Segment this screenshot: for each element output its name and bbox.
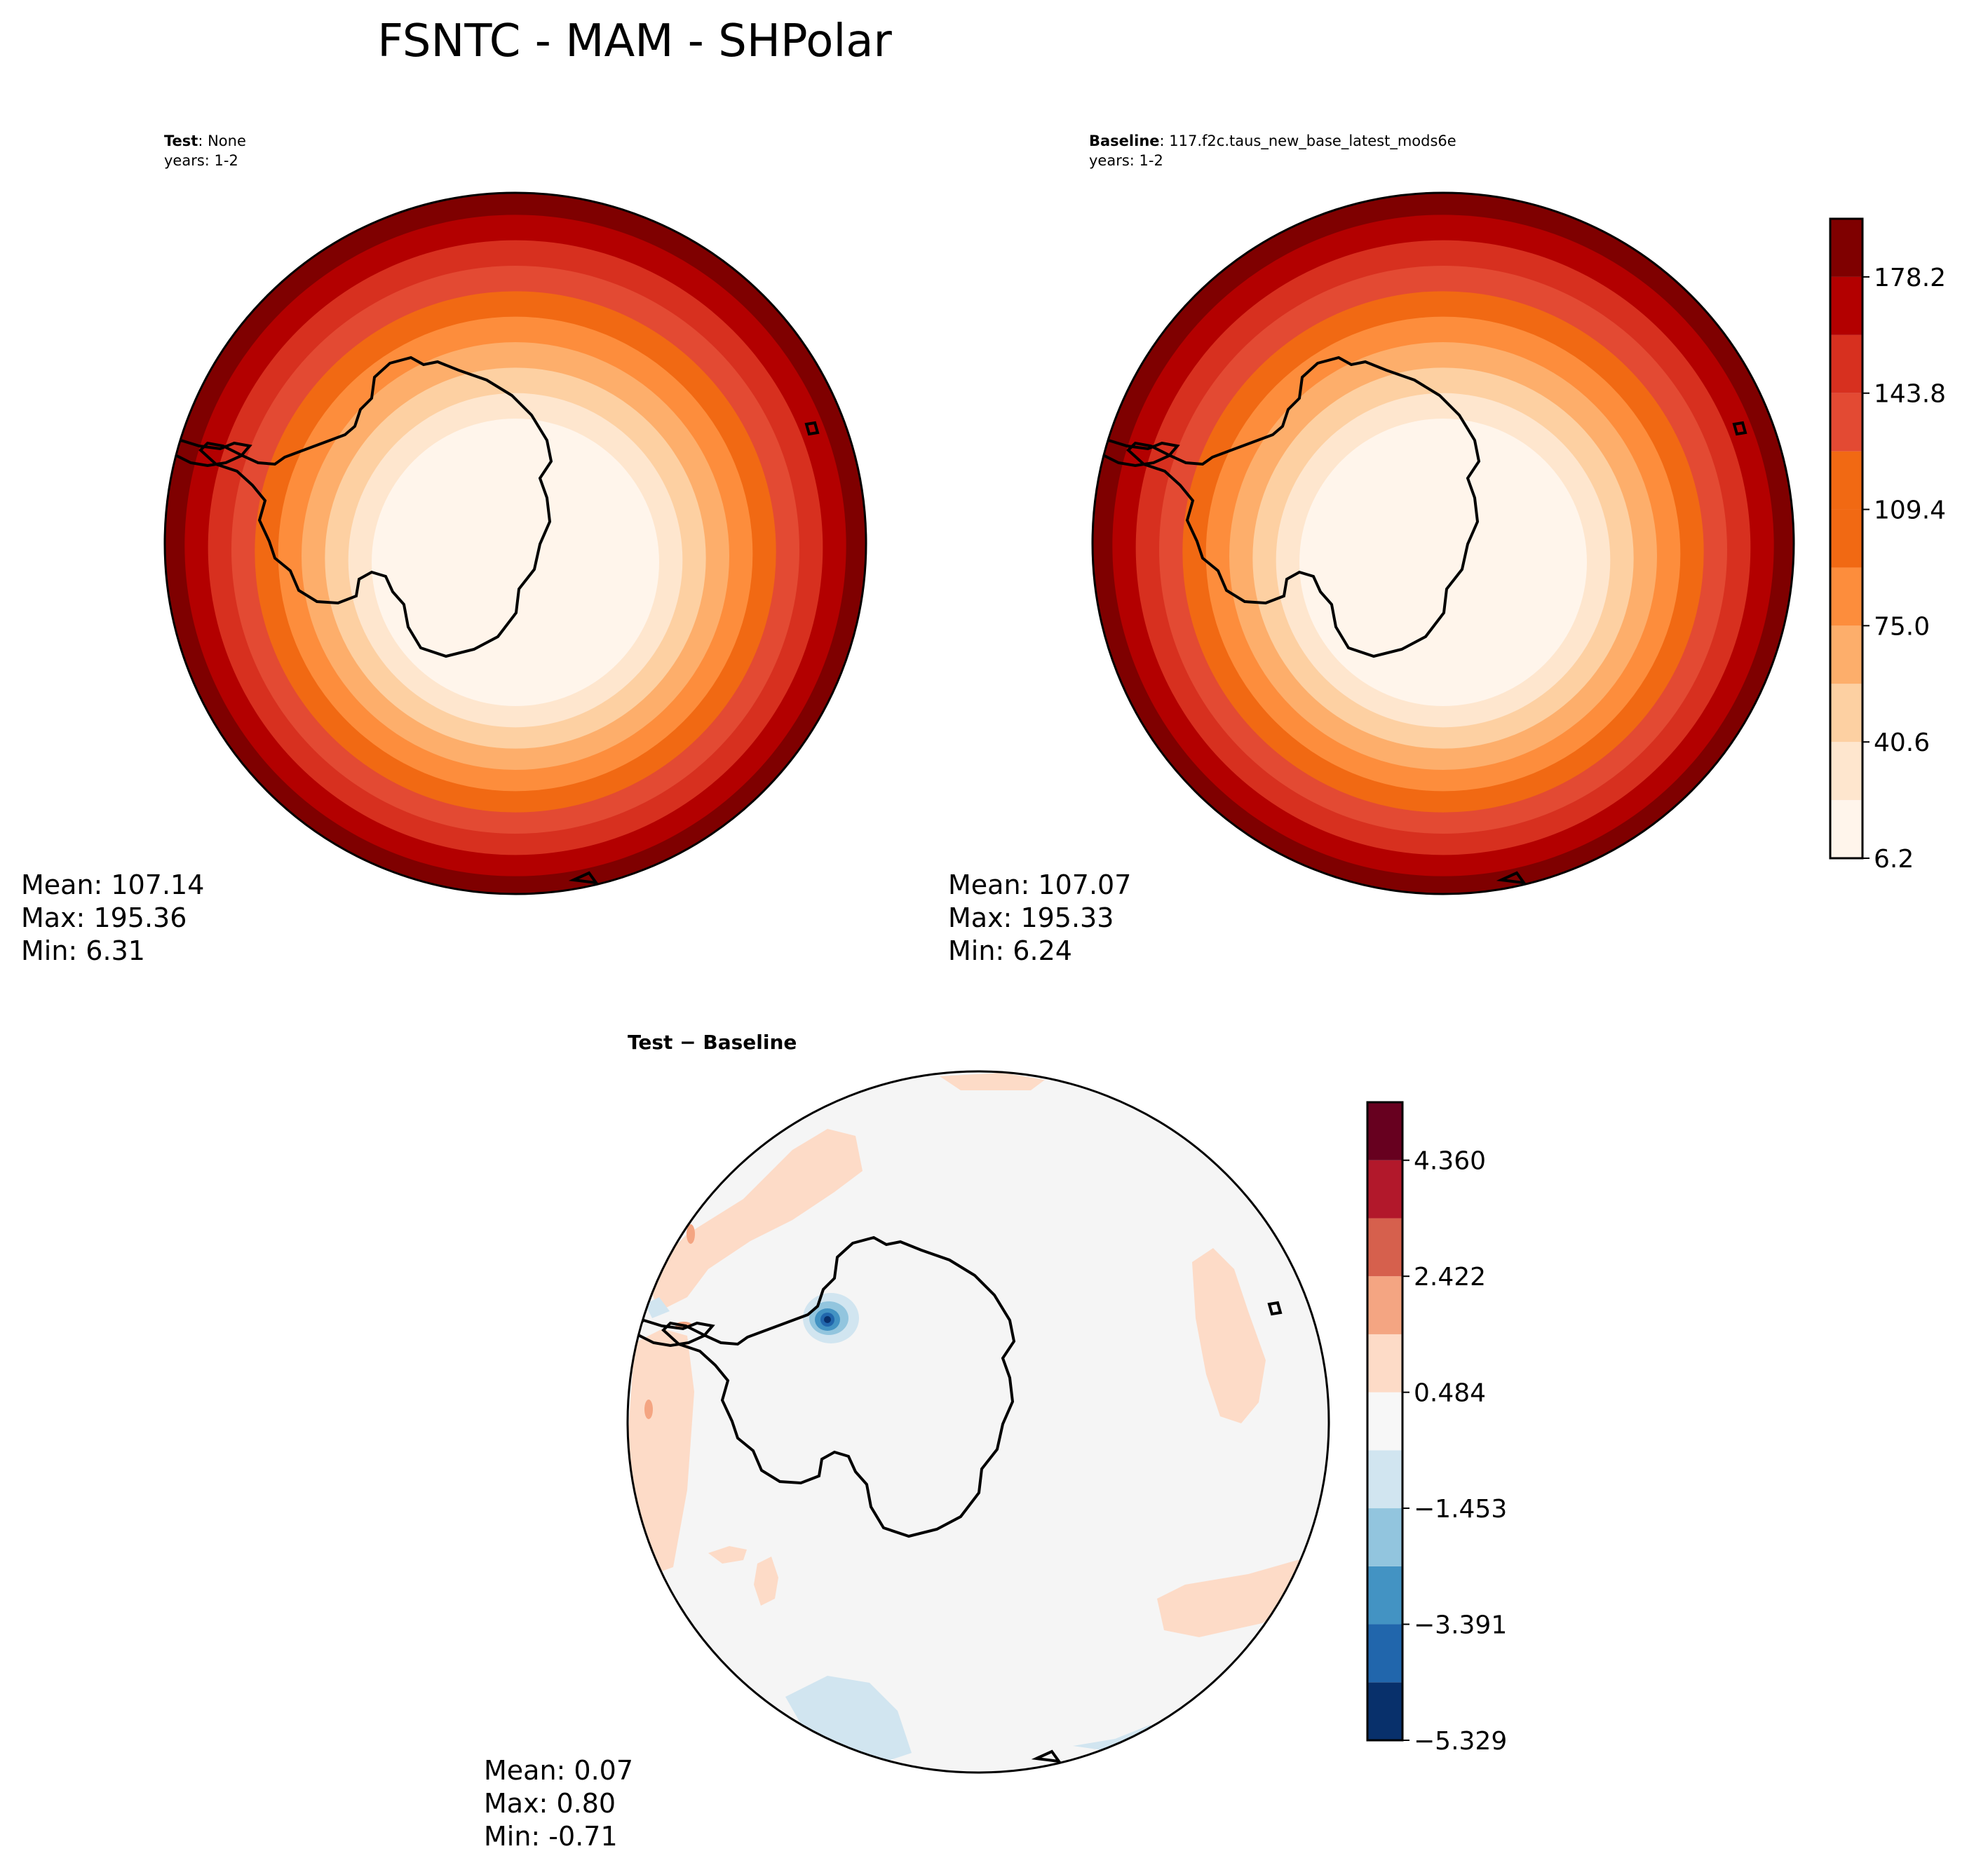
panel-diff-map-border <box>626 1070 1330 1774</box>
colorbar-diff: −5.329 −3.391 −1.453 0.484 2.422 4.360 <box>1366 1101 1507 1756</box>
panel-baseline-island-coastline-2 <box>1496 871 1527 885</box>
colorbar-segment <box>1367 1102 1402 1160</box>
colorbar-segment <box>1830 276 1862 335</box>
panel-diff-stat-min: Min: -0.71 <box>484 1821 618 1852</box>
contour-band <box>1310 428 1576 694</box>
diff-positive-region <box>1157 1553 1325 1637</box>
colorbar-tick-label: −5.329 <box>1414 1727 1507 1756</box>
colorbar-tick-label: 0.484 <box>1414 1379 1486 1408</box>
colorbar-segment <box>1830 742 1862 801</box>
colorbar-segment <box>1367 1392 1402 1451</box>
contour-band <box>382 428 649 694</box>
colorbar-segment <box>1367 1624 1402 1683</box>
panel-baseline-map-border <box>1091 191 1795 895</box>
panel-baseline-stat-max: Max: 195.33 <box>948 902 1114 933</box>
panel-test-years: years: 1-2 <box>164 152 238 169</box>
panel-test-label-rest: : None <box>198 133 246 149</box>
diff-positive-region <box>1192 1248 1266 1423</box>
colorbar-tick-label: 75.0 <box>1874 612 1930 641</box>
panel-diff-label: Test − Baseline <box>628 1031 797 1054</box>
colorbar-tick-label: 6.2 <box>1874 845 1914 874</box>
colorbar-border <box>1366 1101 1404 1742</box>
colorbar-tick-label: 178.2 <box>1874 264 1946 292</box>
colorbar-segment <box>1367 1508 1402 1566</box>
colorbar-segment <box>1830 567 1862 626</box>
panel-test-map <box>165 193 866 894</box>
colorbar-segment <box>1830 684 1862 743</box>
colorbar-tick-label: 2.422 <box>1414 1263 1486 1292</box>
colorbar-segment <box>1830 800 1862 858</box>
panel-baseline-label: Baseline: 117.f2c.taus_new_base_latest_m… <box>1089 133 1456 150</box>
colorbar-segment <box>1367 1218 1402 1277</box>
panel-test-label: Test: None <box>164 133 246 149</box>
colorbar-segment <box>1830 509 1862 568</box>
panel-test-island-coastline-2 <box>568 871 600 885</box>
panel-baseline-filled-contours <box>1093 193 1794 894</box>
colorbar-tick-label: 4.360 <box>1414 1147 1486 1176</box>
colorbar-segment <box>1367 1450 1402 1509</box>
panel-diff-stat-max: Max: 0.80 <box>484 1788 616 1819</box>
panel-baseline-island-coastline <box>1732 421 1747 436</box>
panel-test-filled-contours <box>165 193 866 894</box>
colorbar-segment <box>1367 1566 1402 1625</box>
colorbar-border <box>1829 217 1864 860</box>
colorbar-segment <box>1830 451 1862 510</box>
panel-baseline-stat-min: Min: 6.24 <box>948 935 1072 966</box>
panel-test-island-coastline <box>804 421 820 436</box>
diff-positive-region <box>940 1073 1045 1090</box>
colorbar-tick-label: 40.6 <box>1874 729 1930 757</box>
colorbar-tick-label: −3.391 <box>1414 1611 1507 1640</box>
colorbar-segment <box>1830 219 1862 277</box>
panel-baseline-years: years: 1-2 <box>1089 152 1163 169</box>
colorbar-segment <box>1367 1160 1402 1219</box>
diff-positive-spot <box>687 1224 695 1244</box>
colorbar-tick-label: −1.453 <box>1414 1495 1507 1524</box>
colorbar-segment <box>1830 625 1862 684</box>
panel-diff-island-coastline-2 <box>1031 1749 1062 1763</box>
panel-diff-stat-mean: Mean: 0.07 <box>484 1755 633 1786</box>
panel-test-label-bold: Test <box>164 133 198 149</box>
panel-test-stat-min: Min: 6.31 <box>21 935 145 966</box>
panel-diff-background <box>628 1071 1329 1773</box>
panel-diff-island-coastline <box>1267 1301 1283 1316</box>
diff-negative-region <box>645 1297 670 1318</box>
colorbar-segment <box>1367 1276 1402 1334</box>
panel-baseline-map <box>1093 193 1794 894</box>
colorbar-segment <box>1830 334 1862 393</box>
colorbar-tick-label: 143.8 <box>1874 380 1946 409</box>
colorbar-tick-label: 109.4 <box>1874 496 1946 525</box>
colorbar-segment <box>1830 393 1862 452</box>
panel-baseline-stat-mean: Mean: 107.07 <box>948 869 1131 900</box>
diff-positive-region <box>708 1546 747 1564</box>
diff-positive-spot <box>644 1400 653 1419</box>
panel-diff-map <box>628 1071 1329 1773</box>
panel-baseline-label-rest: : 117.f2c.taus_new_base_latest_mods6e <box>1160 133 1456 150</box>
panel-baseline: Baseline: 117.f2c.taus_new_base_latest_m… <box>948 133 1795 966</box>
figure-title: FSNTC - MAM - SHPolar <box>377 15 892 67</box>
panel-baseline-label-bold: Baseline <box>1089 133 1160 149</box>
panel-test-stat-max: Max: 195.36 <box>21 902 187 933</box>
panel-diff: Test − Baseline <box>484 1031 1330 1852</box>
panel-test-stat-mean: Mean: 107.14 <box>21 869 204 900</box>
panel-test: Test: None years: 1-2 Mean: 107.14 Max: … <box>21 133 867 966</box>
diff-positive-region <box>754 1557 778 1606</box>
colorbar-segment <box>1367 1334 1402 1393</box>
colorbar-top: 6.2 40.6 75.0 109.4 143.8 178.2 <box>1829 217 1946 874</box>
colorbar-segment <box>1367 1682 1402 1740</box>
diff-positive-region <box>645 1129 863 1311</box>
panel-test-map-border <box>163 191 867 895</box>
diff-negative-spot <box>824 1316 831 1323</box>
